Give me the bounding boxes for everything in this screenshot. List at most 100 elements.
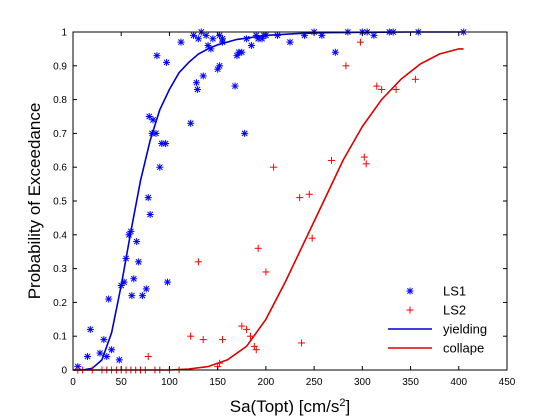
data-point-LS1 — [199, 72, 207, 80]
data-point-LS1 — [115, 356, 123, 364]
data-point-LS1 — [164, 278, 172, 286]
data-point-LS1 — [163, 58, 171, 66]
y-axis-label: Probability of Exceedance — [25, 103, 44, 300]
y-tick-label: 1 — [61, 28, 67, 39]
data-point-LS1 — [318, 31, 326, 39]
legend-marker — [406, 287, 414, 295]
data-point-LS1 — [122, 254, 130, 262]
data-point-LS1 — [247, 42, 255, 50]
data-point-LS1 — [187, 119, 195, 127]
data-point-LS1 — [231, 82, 239, 90]
data-point-LS1 — [83, 352, 91, 360]
data-point-LS1 — [241, 129, 249, 137]
data-point-LS2 — [362, 160, 370, 168]
y-tick-label: 0.1 — [53, 332, 67, 343]
x-tick-label: 350 — [402, 377, 419, 388]
data-point-LS1 — [105, 295, 113, 303]
y-tick-label: 0.8 — [53, 95, 67, 106]
plot-area — [73, 28, 468, 374]
series-LS2 — [74, 28, 468, 374]
data-point-LS1 — [202, 31, 210, 39]
data-point-LS2 — [194, 258, 202, 266]
data-point-LS2 — [262, 268, 270, 276]
x-axis-label-superscript: 2 — [339, 397, 345, 409]
y-tick-label: 0.7 — [53, 129, 67, 140]
y-tick-label: 0 — [61, 366, 67, 377]
data-point-LS1 — [238, 48, 246, 56]
x-tick-label: 250 — [306, 377, 323, 388]
data-point-LS1 — [149, 116, 157, 124]
y-tick-label: 0.4 — [53, 230, 67, 241]
x-tick-label: 50 — [116, 377, 128, 388]
data-point-LS1 — [103, 352, 111, 360]
data-point-LS2 — [360, 153, 368, 161]
data-point-LS1 — [331, 48, 339, 56]
x-tick-label: 150 — [209, 377, 226, 388]
data-point-LS1 — [286, 38, 294, 46]
data-point-LS1 — [218, 38, 226, 46]
data-point-LS2 — [252, 346, 260, 354]
data-point-LS1 — [146, 211, 154, 219]
axis-ticks: 0 50 100 150 200 250 300 350 400 450 0 0.1 0.2 0.3 0.4… — [53, 28, 516, 389]
y-tick-label: 0.3 — [53, 264, 67, 275]
data-point-LS2 — [250, 342, 258, 350]
data-point-LS2 — [378, 85, 386, 93]
data-point-LS1 — [100, 336, 108, 344]
data-point-LS1 — [216, 62, 224, 70]
legend-label: LS2 — [443, 303, 466, 318]
data-point-LS2 — [327, 156, 335, 164]
data-point-LS1 — [194, 35, 202, 43]
y-tick-label: 0.5 — [53, 197, 67, 208]
legend-label: LS1 — [443, 284, 466, 299]
data-point-LS1 — [120, 278, 128, 286]
data-point-LS1 — [192, 79, 200, 87]
data-point-LS1 — [144, 194, 152, 202]
data-point-LS2 — [373, 82, 381, 90]
data-point-LS1 — [207, 45, 215, 53]
data-point-LS1 — [127, 227, 135, 235]
legend-item-LS1: LS1 — [406, 284, 466, 299]
data-point-LS1 — [190, 31, 198, 39]
data-point-LS2 — [411, 75, 419, 83]
data-point-LS2 — [296, 194, 304, 202]
data-point-LS1 — [142, 285, 150, 293]
legend-label: collape — [443, 341, 484, 356]
data-point-LS1 — [300, 31, 308, 39]
data-point-LS1 — [135, 258, 143, 266]
data-point-LS1 — [108, 346, 116, 354]
x-tick-label: 400 — [450, 377, 467, 388]
data-point-LS1 — [153, 52, 161, 60]
x-axis-label-base: Sa(Topt) [cm/s — [230, 397, 340, 416]
data-point-LS2 — [144, 352, 152, 360]
series-line-yielding — [73, 31, 464, 371]
data-point-LS2 — [270, 163, 278, 171]
data-point-LS1 — [209, 35, 217, 43]
data-point-LS2 — [246, 332, 254, 340]
data-point-LS2 — [199, 336, 207, 344]
data-point-LS1 — [96, 349, 104, 357]
data-point-LS2 — [218, 336, 226, 344]
data-point-LS1 — [133, 238, 141, 246]
data-point-LS2 — [342, 62, 350, 70]
data-point-LS1 — [177, 38, 185, 46]
x-tick-label: 300 — [354, 377, 371, 388]
data-point-LS1 — [273, 31, 281, 39]
legend-item-collape: collape — [388, 341, 484, 356]
legend-item-LS2: LS2 — [406, 303, 466, 318]
data-point-LS1 — [128, 292, 136, 300]
legend-marker — [406, 306, 414, 314]
y-tick-label: 0.9 — [53, 61, 67, 72]
x-tick-label: 450 — [499, 377, 516, 388]
x-axis-label: Sa(Topt) [cm/s2] — [230, 397, 350, 416]
data-point-LS2 — [254, 244, 262, 252]
data-point-LS2 — [356, 38, 364, 46]
data-point-LS2 — [298, 339, 306, 347]
data-point-LS2 — [392, 85, 400, 93]
data-point-LS1 — [243, 35, 251, 43]
x-tick-label: 100 — [161, 377, 178, 388]
data-point-LS2 — [305, 190, 313, 198]
legend: LS1 LS2 yielding collape — [388, 284, 487, 356]
data-point-LS2 — [187, 332, 195, 340]
data-point-LS1 — [193, 85, 201, 93]
